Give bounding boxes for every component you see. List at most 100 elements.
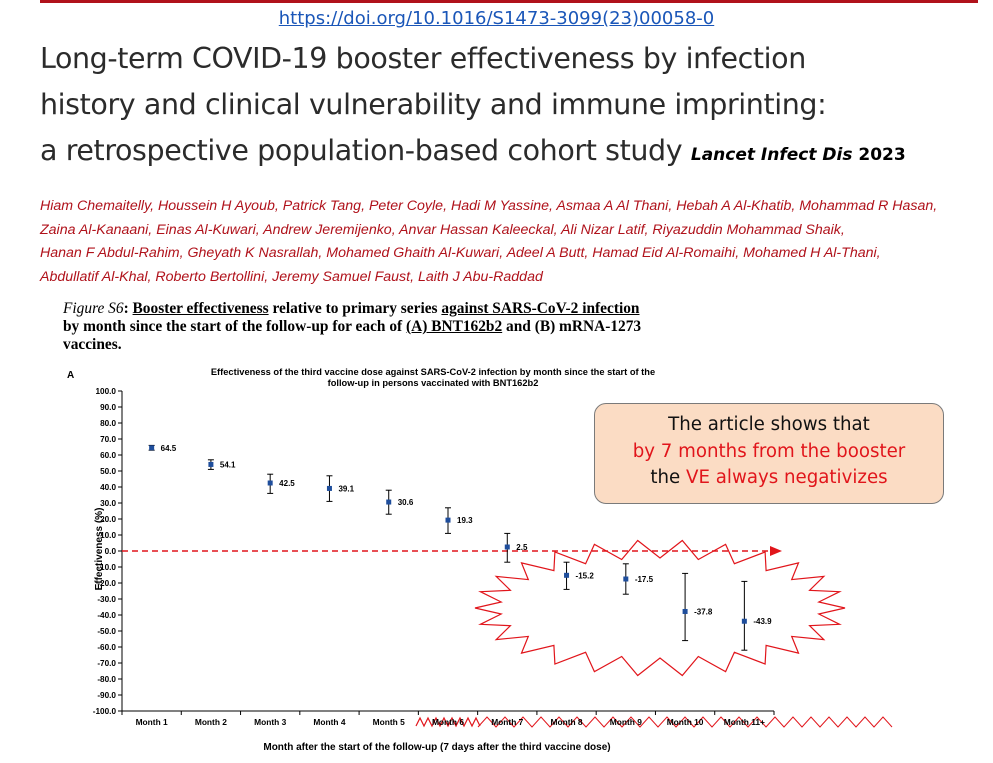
author-line: Zaina Al-Kanaani, Einas Al-Kuwari, Andre… [40, 221, 845, 238]
y-tick-label: -30.0 [97, 595, 116, 604]
y-axis: -100.0 -90.0 -80.0 -70.0 -60.0 -50.0 -40.0 -30.… [93, 387, 123, 716]
y-tick-label: 80.0 [100, 419, 116, 428]
article-title: Long-term COVID-19 booster effectiveness… [40, 36, 985, 178]
title-line-2: history and clinical vulnerability and i… [40, 88, 827, 121]
author-line: Hanan F Abdul-Rahim, Gheyath K Nasrallah… [40, 245, 881, 261]
data-point [623, 576, 629, 582]
data-point [682, 608, 688, 614]
y-axis-label: Effectiveness (%) [94, 508, 105, 591]
caption-text: and (B) mRNA-1273 [502, 318, 642, 335]
y-tick-label: 70.0 [100, 435, 116, 444]
starburst-outline [474, 539, 846, 677]
doi-link[interactable]: https://doi.org/10.1016/S1473-3099(23)00… [278, 8, 715, 29]
data-label: 2.5 [516, 543, 528, 552]
journal-year: 2023 [858, 145, 906, 165]
data-point [267, 480, 273, 486]
y-tick-label: -90.0 [97, 691, 116, 700]
data-label: -43.9 [753, 617, 772, 626]
x-tick-label: Month 8 [550, 717, 582, 727]
effectiveness-series: 64.5 54.1 42.5 39.1 30.6 19.3 2.5 -15.2 -17.5 -37… [148, 444, 772, 651]
callout-highlight: VE always negativizes [686, 467, 888, 488]
x-tick-label: Month 11+ [724, 717, 765, 727]
data-point [149, 445, 155, 451]
y-tick-label: -20.0 [97, 579, 116, 588]
data-label: -37.8 [694, 607, 713, 616]
y-tick-label: -100.0 [93, 707, 117, 716]
y-tick-label: 90.0 [100, 403, 116, 412]
highlight-starburst [474, 539, 846, 677]
month-6-strike-highlight [415, 716, 893, 728]
data-point [504, 544, 510, 550]
callout-line-1: The article shows that [668, 414, 870, 435]
callout-text: the [650, 467, 687, 488]
chart-title-line-1: Effectiveness of the third vaccine dose … [211, 367, 655, 377]
author-line: Hiam Chemaitelly, Houssein H Ayoub, Patr… [40, 198, 938, 214]
annotation-callout: The article shows that by 7 months from … [594, 403, 944, 504]
x-tick-label: Month 3 [254, 717, 286, 727]
data-point [741, 618, 747, 624]
x-tick-label: Month 5 [373, 717, 405, 727]
x-tick-label: Month 10 [667, 717, 704, 727]
title-line-1: Long-term COVID-19 booster effectiveness… [40, 42, 806, 75]
figure-caption: Figure S6: Booster effectiveness relativ… [63, 300, 783, 354]
y-tick-label: -60.0 [97, 643, 116, 652]
caption-underline-2: against SARS-CoV-2 infection [441, 300, 640, 317]
caption-underline-3: (A) BNT162b2 [405, 318, 503, 335]
data-point [208, 461, 214, 467]
y-tick-label: -80.0 [97, 675, 116, 684]
y-tick-label: -40.0 [97, 611, 116, 620]
caption-text: by month since the start of the follow-u… [63, 318, 406, 335]
caption-line-3: vaccines. [63, 336, 122, 353]
data-point [386, 499, 392, 505]
data-point [326, 485, 332, 491]
x-axis-label: Month after the start of the follow-up (… [263, 742, 610, 753]
y-tick-label: -10.0 [97, 563, 116, 572]
y-tick-label: 100.0 [96, 387, 117, 396]
data-label: 30.6 [398, 498, 414, 507]
title-line-3: a retrospective population-based cohort … [40, 128, 985, 178]
author-line: Abdullatif Al-Khal, Roberto Bertollini, … [40, 268, 543, 285]
month-6-scribble [415, 716, 481, 728]
y-tick-label: 40.0 [100, 483, 116, 492]
data-label: 64.5 [161, 444, 177, 453]
x-tick-label: Month 9 [610, 717, 642, 727]
data-label: 54.1 [220, 460, 236, 469]
title-line-3-text: a retrospective population-based cohort … [40, 134, 683, 167]
data-label: 19.3 [457, 516, 473, 525]
caption-underline-1: Booster effectiveness [132, 300, 269, 317]
x-axis: Month 1 Month 2 Month 3 Month 4 Month 5 Month… [121, 710, 775, 727]
x-tick-label: Month 2 [195, 717, 227, 727]
author-list: Hiam Chemaitelly, Houssein H Ayoub, Patr… [40, 195, 985, 289]
figure-label: Figure S6 [63, 300, 124, 317]
panel-label: A [67, 370, 74, 381]
y-tick-label: 10.0 [100, 531, 116, 540]
caption-text: relative to primary series [268, 300, 442, 317]
top-rule [40, 0, 978, 3]
callout-line-2: by 7 months from the booster [632, 440, 906, 462]
chart-title-line-2: follow-up in persons vaccinated with BNT… [328, 378, 539, 388]
y-tick-label: 20.0 [100, 515, 116, 524]
caption-line-1: Figure S6: Booster effectiveness relativ… [63, 300, 640, 317]
reference-line-arrowhead [770, 546, 782, 556]
caption-line-2: by month since the start of the follow-u… [63, 318, 783, 336]
x-tick-label: Month 6 [432, 717, 464, 727]
data-label: -17.5 [635, 575, 654, 584]
y-tick-label: 30.0 [100, 499, 116, 508]
x-tick-label: Month 7 [491, 717, 523, 727]
data-label: 42.5 [279, 479, 295, 488]
data-label: -15.2 [576, 571, 595, 580]
y-tick-label: 0.0 [105, 547, 117, 556]
x-axis-zigzag-highlight [477, 716, 893, 728]
y-tick-label: -50.0 [97, 627, 116, 636]
data-label: 39.1 [338, 484, 354, 493]
y-tick-label: 50.0 [100, 467, 116, 476]
callout-line-3: the VE always negativizes [595, 465, 943, 492]
y-tick-label: 60.0 [100, 451, 116, 460]
y-tick-label: -70.0 [97, 659, 116, 668]
data-point [564, 572, 570, 578]
x-tick-label: Month 4 [313, 717, 345, 727]
data-point [445, 517, 451, 523]
journal-citation: Lancet Infect Dis 2023 [691, 145, 906, 165]
journal-name: Lancet Infect Dis [690, 145, 853, 165]
